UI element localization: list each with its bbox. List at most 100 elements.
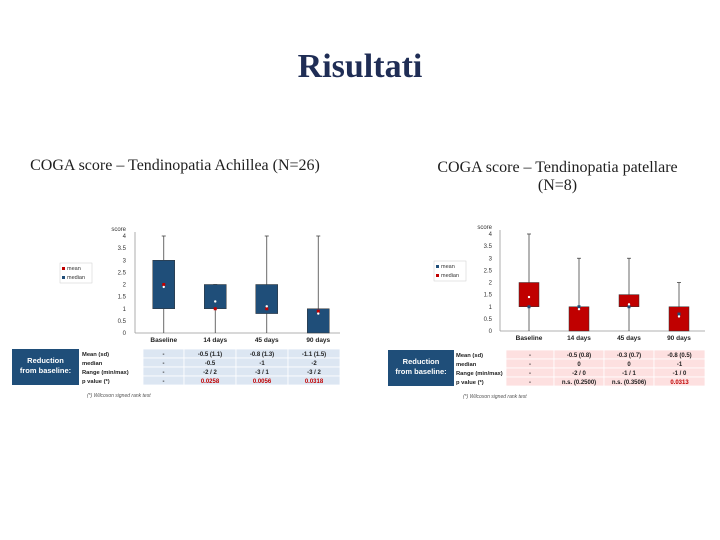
y-tick-label: 1	[489, 305, 493, 311]
table-cell-value: -2 / 2	[203, 370, 217, 376]
median-marker	[677, 312, 681, 316]
mean-marker	[214, 300, 217, 303]
table-row-label: Mean (sd)	[456, 353, 483, 359]
legend-median-label: median	[67, 275, 85, 281]
y-tick-label: 2	[123, 283, 127, 289]
median-marker	[316, 309, 320, 313]
y-tick-label: 1	[123, 307, 127, 313]
y-tick-label: 4	[489, 232, 493, 238]
y-tick-label: 1.5	[118, 295, 127, 301]
x-tick-label: 45 days	[255, 337, 279, 344]
legend-mean-marker	[62, 267, 65, 270]
mean-marker	[677, 315, 681, 318]
table-row-label: Range (min/max)	[456, 371, 503, 377]
median-marker	[527, 305, 531, 309]
median-marker	[577, 305, 581, 309]
y-tick-label: 0	[489, 329, 493, 335]
y-axis-label: score	[477, 225, 492, 231]
y-tick-label: 3.5	[118, 246, 127, 252]
y-tick-label: 4	[123, 234, 127, 240]
table-cell-value: -	[529, 371, 531, 377]
legend-mean-label: mean	[67, 266, 81, 272]
table-cell-value: -0.5 (0.8)	[567, 353, 591, 359]
x-tick-label: Baseline	[516, 335, 543, 342]
y-tick-label: 3.5	[484, 244, 493, 250]
x-tick-label: 90 days	[667, 335, 691, 342]
table-cell-value: -1	[259, 361, 265, 367]
table-cell-value: 0	[627, 362, 631, 368]
table-cell-value: 0.0258	[201, 379, 220, 385]
table-header-line2: from baseline:	[395, 367, 446, 376]
box-bar	[568, 306, 590, 332]
table-cell-value: -1.1 (1.5)	[302, 352, 326, 358]
box-bar	[518, 282, 540, 307]
table-row-label: p value (*)	[456, 380, 484, 386]
table-cell-value: -0.3 (0.7)	[617, 353, 641, 359]
x-tick-label: 45 days	[617, 335, 641, 342]
y-tick-label: 0.5	[484, 317, 493, 323]
table-cell-value: -	[163, 361, 165, 367]
table-cell-value: -0.5 (1.1)	[198, 352, 222, 358]
page-title: Risultati	[297, 48, 423, 85]
table-row-label: p value (*)	[82, 379, 110, 385]
table-footnote: (*) Wilcoxon signed rank test	[87, 393, 151, 399]
mean-marker	[577, 307, 581, 311]
box-bar	[668, 306, 690, 332]
x-tick-label: Baseline	[150, 337, 177, 344]
y-tick-label: 1.5	[484, 293, 493, 299]
median-marker	[162, 283, 166, 286]
table-cell-value: -	[529, 362, 531, 368]
table-cell-value: -	[529, 380, 531, 386]
table-cell-value: -1 / 0	[673, 371, 687, 377]
mean-marker	[265, 305, 268, 308]
table-cell-value: n.s. (0.3506)	[612, 380, 646, 386]
box-bar	[204, 284, 227, 309]
table-cell	[287, 375, 341, 386]
table-row-label: Range (min/max)	[82, 370, 129, 376]
table-header-line2: from baseline:	[20, 366, 71, 375]
table-cell-value: -	[163, 379, 165, 385]
table-cell-value: n.s. (0.2500)	[562, 380, 596, 386]
y-axis-label: score	[111, 227, 126, 233]
legend-median-label: median	[441, 273, 459, 279]
table-cell-value: -0.5	[205, 361, 216, 367]
table-cell-value: 0.0318	[305, 379, 324, 385]
table-footnote: (*) Wilcoxon signed rank test	[463, 394, 527, 400]
box-bar	[255, 284, 278, 314]
legend-median-marker	[62, 276, 65, 279]
y-tick-label: 2.5	[484, 268, 493, 274]
mean-marker	[162, 285, 165, 289]
y-tick-label: 0.5	[118, 319, 127, 325]
left-panel-subtitle: COGA score – Tendinopatia Achillea (N=26…	[30, 157, 320, 174]
legend-mean-marker	[436, 265, 439, 268]
legend-box	[59, 262, 93, 284]
table-cell-value: 0.0313	[670, 380, 689, 386]
box-bar	[307, 308, 330, 334]
table-cell-value: -0.8 (0.5)	[667, 353, 691, 359]
y-tick-label: 2	[489, 281, 493, 287]
table-header-cell	[388, 350, 454, 386]
y-tick-label: 0	[123, 331, 127, 337]
mean-marker	[527, 295, 531, 299]
median-marker	[213, 307, 217, 311]
mean-marker	[317, 312, 320, 315]
table-cell-value: -0.8 (1.3)	[250, 352, 274, 358]
y-tick-label: 3	[489, 256, 493, 262]
table-cell-value: -1 / 1	[622, 371, 636, 377]
table-cell-value: -2 / 0	[572, 371, 586, 377]
table-cell	[653, 376, 706, 387]
table-cell-value: -	[529, 353, 531, 359]
median-marker	[627, 305, 631, 309]
table-cell-value: -	[163, 352, 165, 358]
table-cell-value: -1	[677, 362, 683, 368]
legend-box	[433, 260, 467, 282]
legend-median-marker	[436, 274, 439, 277]
table-row-label: median	[82, 361, 103, 367]
table-cell-value: 0.0056	[253, 379, 272, 385]
mean-marker	[627, 303, 631, 306]
x-tick-label: 14 days	[203, 337, 227, 344]
legend-mean-label: mean	[441, 264, 455, 270]
table-cell-value: -	[163, 370, 165, 376]
right-panel-subtitle: COGA score – Tendinopatia patellare (N=8…	[437, 159, 678, 194]
